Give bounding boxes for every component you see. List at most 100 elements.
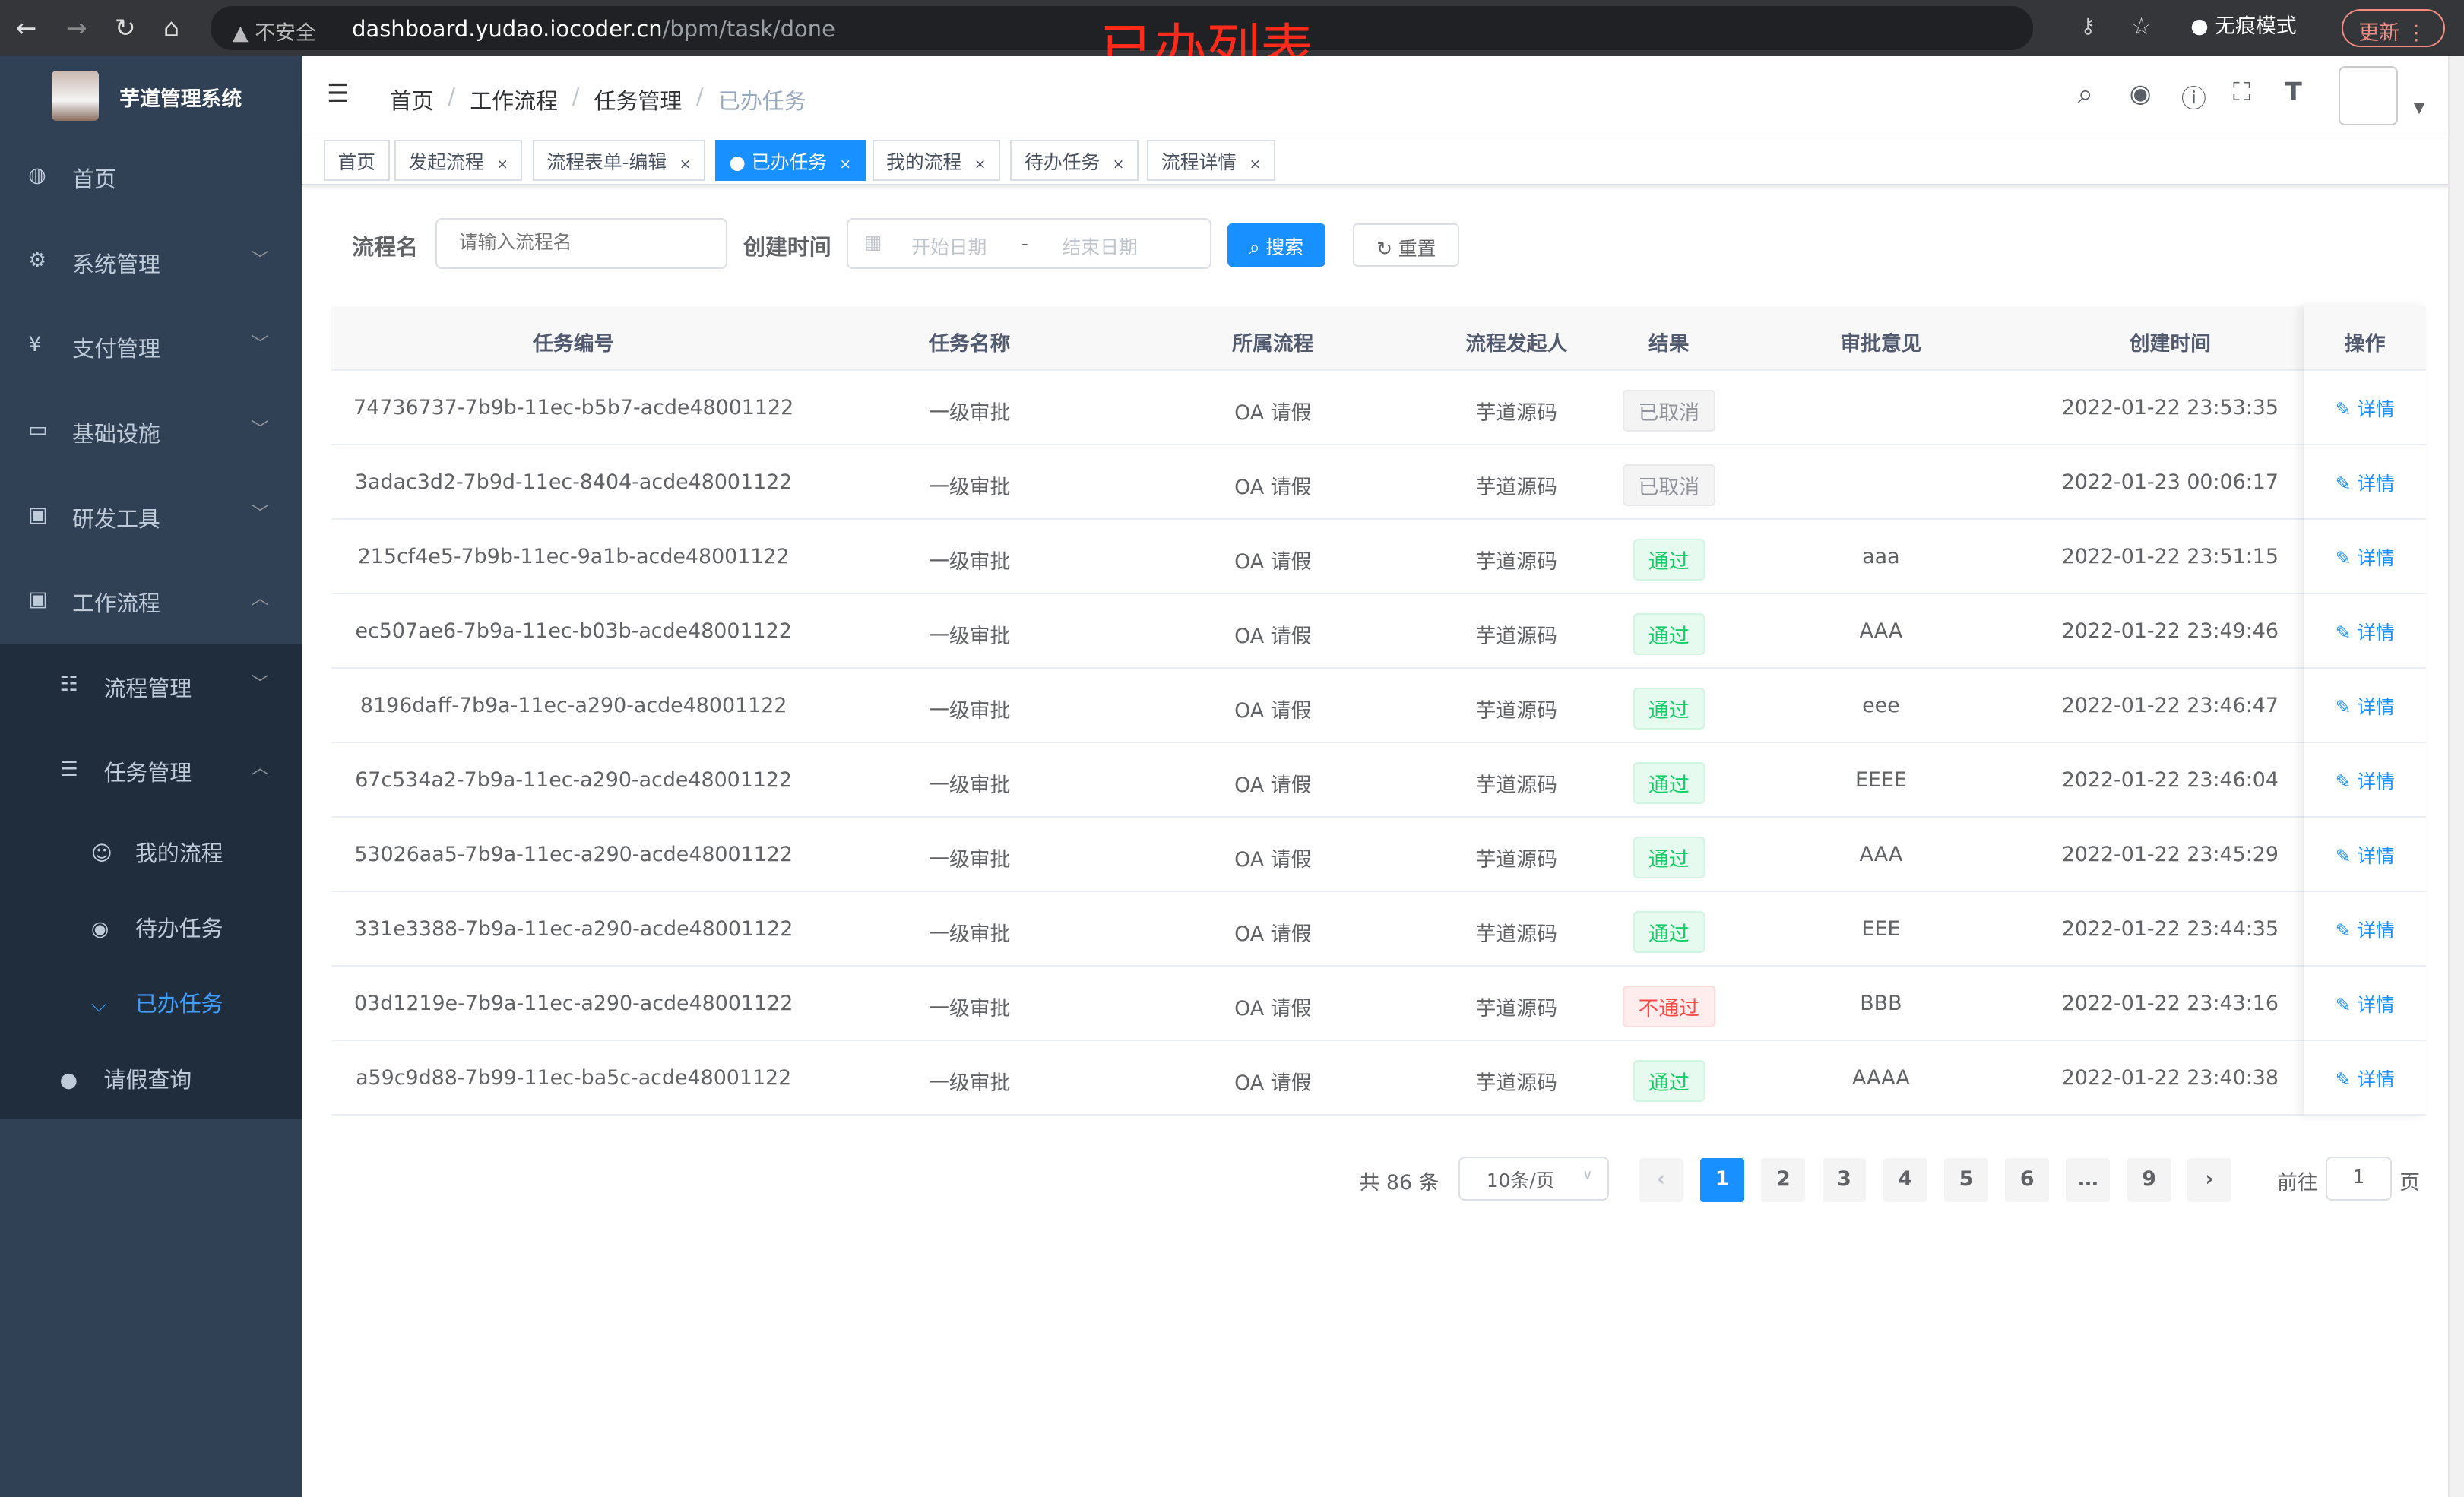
- reset-button[interactable]: ↻ 重置: [1353, 223, 1460, 267]
- submenu-item[interactable]: ⌵ 已办任务: [0, 964, 302, 1040]
- page-number[interactable]: …: [2066, 1157, 2111, 1202]
- sidebar-item[interactable]: ▣ 研发工具 ﹀: [0, 474, 302, 559]
- close-icon[interactable]: ×: [1112, 157, 1125, 173]
- page-number[interactable]: 2: [1761, 1157, 1806, 1202]
- user-avatar[interactable]: [2338, 65, 2399, 126]
- chevron-down-icon: ∨: [1582, 1167, 1593, 1184]
- close-icon[interactable]: ×: [1249, 157, 1262, 173]
- submenu-item-label: 我的流程: [135, 840, 223, 866]
- table-cell: 一级审批: [928, 1071, 1011, 1096]
- detail-button[interactable]: ✎ 详情: [2336, 469, 2395, 496]
- page-number[interactable]: 5: [1944, 1157, 1988, 1202]
- page-number[interactable]: 1: [1700, 1157, 1745, 1202]
- close-icon[interactable]: ×: [839, 157, 852, 173]
- tag-item[interactable]: 流程详情 ×: [1147, 140, 1275, 181]
- sidebar-item[interactable]: ⚙ 系统管理 ﹀: [0, 220, 302, 305]
- forward-icon[interactable]: →: [65, 12, 87, 43]
- result-badge: 通过: [1633, 612, 1705, 656]
- detail-button[interactable]: ✎ 详情: [2336, 1065, 2395, 1092]
- submenu-item-label: 已办任务: [135, 991, 223, 1018]
- edit-icon: ✎: [2335, 621, 2358, 644]
- prev-page-button[interactable]: ‹: [1639, 1157, 1683, 1202]
- detail-button[interactable]: ✎ 详情: [2336, 990, 2395, 1018]
- submenu-item[interactable]: ● 请假查询: [0, 1040, 302, 1116]
- start-date[interactable]: 开始日期: [911, 236, 987, 258]
- update-button[interactable]: 更新 ⋮: [2341, 9, 2446, 47]
- tag-label: 已办任务: [751, 151, 827, 174]
- page-number[interactable]: 3: [1822, 1157, 1867, 1202]
- next-page-button[interactable]: ›: [2187, 1157, 2231, 1202]
- search-icon[interactable]: ⌕: [2077, 77, 2094, 111]
- submenu-item[interactable]: ☺ 我的流程: [0, 814, 302, 889]
- breadcrumb-separator: /: [448, 83, 455, 109]
- detail-button[interactable]: ✎ 详情: [2336, 543, 2395, 571]
- table-cell: 一级审批: [928, 997, 1011, 1021]
- security-warning[interactable]: ▲ 不安全: [232, 21, 316, 45]
- detail-button[interactable]: ✎ 详情: [2336, 916, 2395, 943]
- close-icon[interactable]: ×: [496, 157, 508, 173]
- help-icon[interactable]: ⓘ: [2181, 84, 2206, 114]
- submenu-item[interactable]: ◉ 待办任务: [0, 889, 302, 964]
- tag-item[interactable]: ● 已办任务 ×: [714, 140, 866, 181]
- detail-button[interactable]: ✎ 详情: [2336, 692, 2395, 720]
- page-number[interactable]: 9: [2127, 1157, 2171, 1202]
- home-icon[interactable]: ⌂: [163, 12, 180, 43]
- table-cell: EEEE: [1854, 768, 1907, 793]
- logo[interactable]: 芋道管理系统: [0, 56, 302, 135]
- sidebar-item[interactable]: ▣ 工作流程 ︿: [0, 559, 302, 644]
- close-icon[interactable]: ×: [679, 157, 692, 173]
- column-header: 所属流程: [1232, 332, 1314, 356]
- table-cell: AAA: [1859, 843, 1903, 867]
- breadcrumb-item[interactable]: 首页: [389, 87, 434, 114]
- tag-item[interactable]: 首页: [323, 140, 390, 181]
- tag-item[interactable]: 发起流程 ×: [394, 140, 523, 181]
- search-button[interactable]: ⌕ 搜索: [1227, 223, 1326, 267]
- date-range-picker[interactable]: ▦ 开始日期 - 结束日期: [847, 218, 1212, 269]
- star-icon[interactable]: ☆: [2130, 12, 2152, 40]
- tag-item[interactable]: 流程表单-编辑 ×: [532, 140, 705, 181]
- table-row: 53026aa5-7b9a-11ec-a290-acde48001122 一级审批…: [331, 818, 2427, 893]
- sidebar-item[interactable]: ▭ 基础设施 ﹀: [0, 390, 302, 475]
- tag-item[interactable]: 待办任务 ×: [1010, 140, 1139, 181]
- incognito-label: 无痕模式: [2215, 14, 2297, 39]
- caret-down-icon[interactable]: ▼: [2413, 100, 2425, 117]
- close-icon[interactable]: ×: [974, 157, 987, 173]
- sidebar-item[interactable]: ◍ 首页: [0, 135, 302, 220]
- table-cell: 67c534a2-7b9a-11ec-a290-acde48001122: [355, 768, 793, 793]
- detail-button[interactable]: ✎ 详情: [2336, 841, 2395, 869]
- breadcrumb-item[interactable]: 工作流程: [470, 87, 558, 114]
- table-cell: 2022-01-22 23:43:16: [2061, 992, 2279, 1016]
- page-number[interactable]: 4: [1883, 1157, 1927, 1202]
- tag-item[interactable]: 我的流程 ×: [872, 140, 1000, 181]
- tags-view: 首页 发起流程 × 流程表单-编辑 × ● 已办任务 × 我的流程 × 待办任务 × 流程详情 ×: [301, 135, 2464, 185]
- address-bar[interactable]: ▲ 不安全 dashboard.yudao.iocoder.cn/bpm/tas…: [211, 6, 2152, 51]
- sidebar-item[interactable]: ¥ 支付管理 ﹀: [0, 305, 302, 390]
- goto-page-input[interactable]: 1: [2326, 1156, 2392, 1201]
- page-scrollbar[interactable]: [2448, 56, 2464, 1497]
- breadcrumb-item[interactable]: 任务管理: [594, 87, 683, 114]
- table-header: 任务编号 任务名称 所属流程 流程发起人 结果 审批意见 创建时间 操作: [331, 306, 2427, 371]
- chevron-down-icon: ﹀: [251, 419, 269, 439]
- detail-button[interactable]: ✎ 详情: [2336, 394, 2395, 422]
- detail-label: 详情: [2357, 546, 2395, 569]
- hamburger-icon[interactable]: ☰: [327, 78, 350, 109]
- end-date[interactable]: 结束日期: [1062, 236, 1138, 258]
- incognito-indicator[interactable]: ● 无痕模式: [2190, 14, 2297, 39]
- table-cell: 2022-01-22 23:49:46: [2061, 619, 2279, 644]
- reload-icon[interactable]: ↻: [114, 12, 136, 43]
- submenu-item[interactable]: ☰ 任务管理 ︿: [0, 729, 302, 814]
- github-icon[interactable]: ◉: [2129, 78, 2152, 109]
- edit-icon: ✎: [2335, 844, 2358, 867]
- process-name-input[interactable]: [435, 218, 728, 269]
- font-size-icon[interactable]: T: [2285, 77, 2302, 107]
- detail-button[interactable]: ✎ 详情: [2336, 618, 2395, 645]
- url-text: dashboard.yudao.iocoder.cn/bpm/task/done: [352, 16, 835, 42]
- fullscreen-icon[interactable]: ⛶: [2233, 77, 2251, 107]
- submenu-item[interactable]: ☷ 流程管理 ﹀: [0, 644, 302, 730]
- back-icon[interactable]: ←: [15, 12, 37, 43]
- page-size-select[interactable]: 10条/页 ∨: [1458, 1156, 1610, 1201]
- key-icon[interactable]: ⚷: [2080, 14, 2096, 38]
- table-cell: 芋道源码: [1475, 997, 1557, 1021]
- page-number[interactable]: 6: [2005, 1157, 2050, 1202]
- detail-button[interactable]: ✎ 详情: [2336, 767, 2395, 794]
